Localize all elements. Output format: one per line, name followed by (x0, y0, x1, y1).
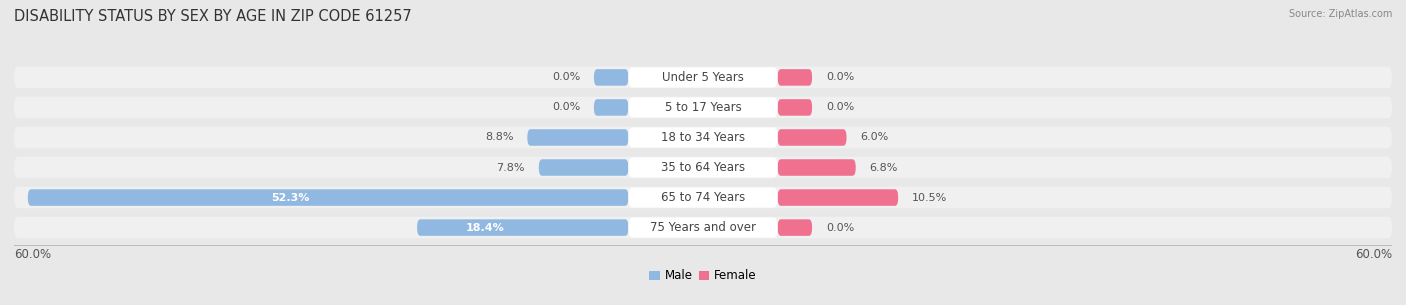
Text: DISABILITY STATUS BY SEX BY AGE IN ZIP CODE 61257: DISABILITY STATUS BY SEX BY AGE IN ZIP C… (14, 9, 412, 24)
Text: 0.0%: 0.0% (825, 223, 853, 233)
FancyBboxPatch shape (593, 99, 628, 116)
FancyBboxPatch shape (778, 129, 846, 146)
FancyBboxPatch shape (628, 157, 778, 178)
FancyBboxPatch shape (628, 97, 778, 117)
Text: 60.0%: 60.0% (1355, 248, 1392, 261)
FancyBboxPatch shape (14, 127, 1392, 148)
Text: 35 to 64 Years: 35 to 64 Years (661, 161, 745, 174)
FancyBboxPatch shape (628, 217, 778, 238)
FancyBboxPatch shape (628, 67, 778, 88)
FancyBboxPatch shape (14, 66, 1392, 88)
FancyBboxPatch shape (538, 159, 628, 176)
FancyBboxPatch shape (778, 99, 813, 116)
Text: 0.0%: 0.0% (553, 102, 581, 113)
FancyBboxPatch shape (628, 188, 778, 208)
Text: 8.8%: 8.8% (485, 132, 513, 142)
Text: 65 to 74 Years: 65 to 74 Years (661, 191, 745, 204)
Text: 18.4%: 18.4% (465, 223, 505, 233)
Text: 10.5%: 10.5% (912, 192, 948, 203)
FancyBboxPatch shape (778, 189, 898, 206)
Text: 6.8%: 6.8% (869, 163, 898, 173)
FancyBboxPatch shape (778, 219, 813, 236)
Text: 6.0%: 6.0% (860, 132, 889, 142)
Text: 18 to 34 Years: 18 to 34 Years (661, 131, 745, 144)
FancyBboxPatch shape (418, 219, 628, 236)
FancyBboxPatch shape (778, 159, 856, 176)
FancyBboxPatch shape (14, 157, 1392, 178)
FancyBboxPatch shape (628, 127, 778, 148)
Text: 0.0%: 0.0% (825, 102, 853, 113)
FancyBboxPatch shape (14, 187, 1392, 208)
Text: 75 Years and over: 75 Years and over (650, 221, 756, 234)
FancyBboxPatch shape (28, 189, 628, 206)
Text: 52.3%: 52.3% (271, 192, 309, 203)
FancyBboxPatch shape (14, 97, 1392, 118)
Text: Source: ZipAtlas.com: Source: ZipAtlas.com (1288, 9, 1392, 19)
FancyBboxPatch shape (527, 129, 628, 146)
FancyBboxPatch shape (593, 69, 628, 86)
Text: 7.8%: 7.8% (496, 163, 524, 173)
Text: 0.0%: 0.0% (553, 72, 581, 82)
FancyBboxPatch shape (14, 217, 1392, 239)
Text: 0.0%: 0.0% (825, 72, 853, 82)
Text: Under 5 Years: Under 5 Years (662, 71, 744, 84)
FancyBboxPatch shape (778, 69, 813, 86)
Text: 60.0%: 60.0% (14, 248, 51, 261)
Legend: Male, Female: Male, Female (645, 265, 761, 287)
Text: 5 to 17 Years: 5 to 17 Years (665, 101, 741, 114)
